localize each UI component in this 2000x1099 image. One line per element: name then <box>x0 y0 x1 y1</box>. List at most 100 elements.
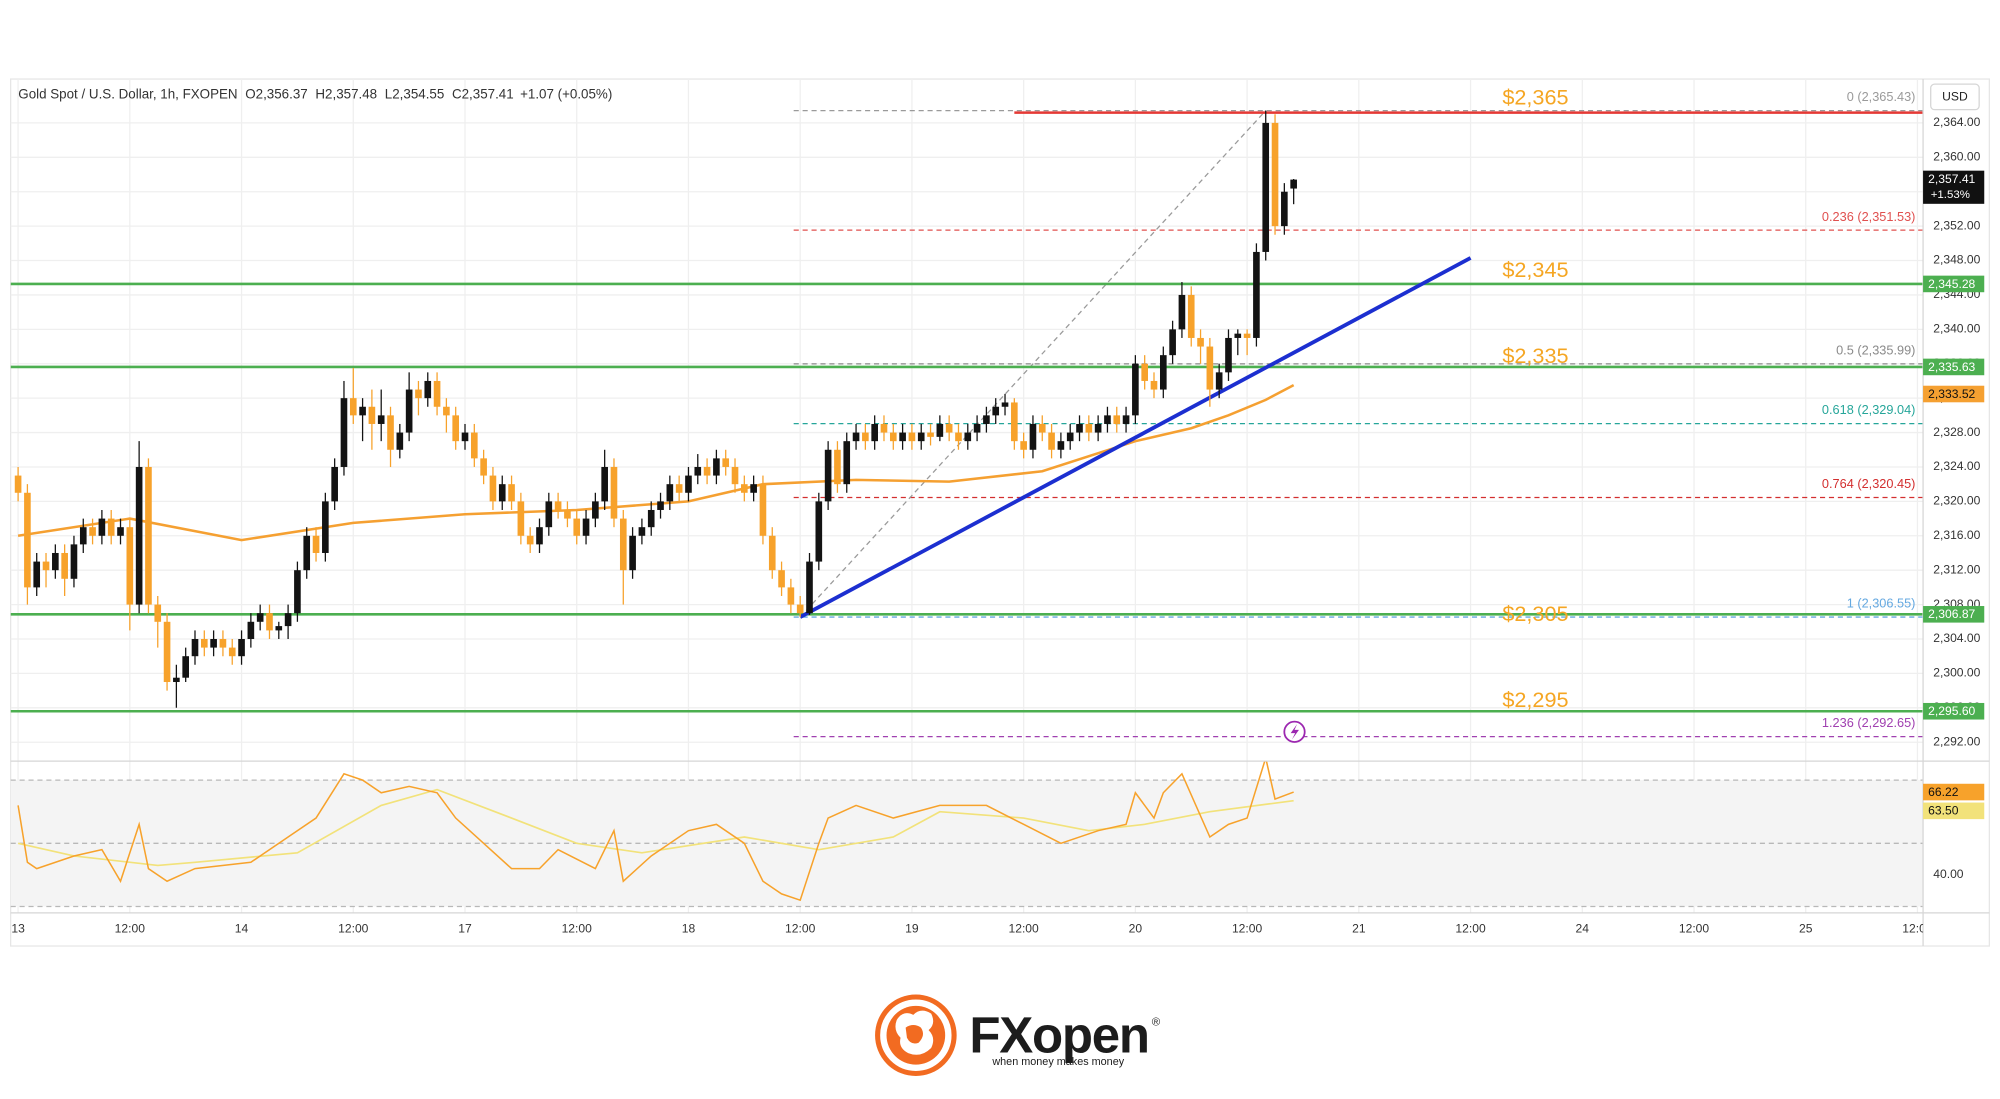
candle-body <box>266 613 273 631</box>
fib-level-label: 0.236 (2,351.53) <box>1822 209 1915 224</box>
ohlc-key: L <box>385 86 392 101</box>
y-tick-label: 2,292.00 <box>1933 734 1980 748</box>
candle-body <box>945 423 953 433</box>
y-tick-label: 2,304.00 <box>1933 631 1980 645</box>
candle-body <box>1262 122 1270 252</box>
candle-body <box>629 535 636 571</box>
ohlc-key: H <box>315 86 325 101</box>
candle-body <box>1122 415 1130 424</box>
fib-level-label: 0 (2,365.43) <box>1847 89 1916 104</box>
candle-body <box>582 518 590 536</box>
candle-body <box>1038 423 1046 433</box>
fib-level-label: 0.618 (2,329.04) <box>1822 402 1915 417</box>
candle-body <box>405 389 413 433</box>
x-tick-label: 24 <box>1576 922 1590 936</box>
candle-body <box>610 466 618 519</box>
candle-body <box>191 639 199 657</box>
candle-body <box>79 527 87 545</box>
candle-body <box>554 501 562 510</box>
candle-body <box>768 535 776 571</box>
candle-body <box>694 466 702 476</box>
candle-body <box>806 561 813 614</box>
symbol-title: Gold Spot / U.S. Dollar, 1h, FXOPEN <box>18 86 237 101</box>
ma-tag-box <box>1923 385 1985 403</box>
candle-body <box>1159 355 1167 390</box>
candle-body <box>601 466 608 502</box>
x-tick-label: 12:00 <box>1008 922 1039 936</box>
candle-body <box>750 484 757 493</box>
candle-body <box>917 432 925 442</box>
candle-body <box>713 458 720 476</box>
candle-body <box>927 432 934 437</box>
y-tick-label: 2,316.00 <box>1933 528 1980 542</box>
last-price-box <box>1923 170 1985 204</box>
candle-body <box>387 415 394 450</box>
last-price-change: +1.53% <box>1931 189 1970 201</box>
candle-body <box>899 432 906 442</box>
candle-body <box>471 432 478 459</box>
x-tick-label: 25 <box>1799 922 1813 936</box>
x-tick-label: 12:00 <box>115 922 146 936</box>
candle-body <box>1197 337 1204 347</box>
ohlc-value: 2,356.37 <box>256 86 308 101</box>
candle-body <box>862 432 869 442</box>
candle-body <box>210 639 217 648</box>
candle-body <box>852 432 860 442</box>
event-icon[interactable] <box>1283 720 1306 743</box>
candle-body <box>415 389 422 399</box>
y-tick-label: 2,352.00 <box>1933 218 1980 232</box>
time-axis: 13 12:00 14 12:00 17 12:00 18 12:00 19 12:00 20 12:… <box>11 922 1933 936</box>
candle-body <box>1076 423 1083 433</box>
candle-body <box>1290 179 1297 189</box>
candle-body <box>843 441 851 485</box>
candle-body <box>722 458 730 467</box>
fib-level-label: 1.236 (2,292.65) <box>1822 715 1915 730</box>
candle-body <box>1001 402 1009 407</box>
candle-body <box>163 621 171 683</box>
moving-average <box>17 383 1295 542</box>
y-tick-label: 2,364.00 <box>1933 115 1980 129</box>
fib-level-label: 0.5 (2,335.99) <box>1836 342 1915 357</box>
candle-body <box>1150 380 1158 390</box>
rsi-tick-label: 40.00 <box>1933 867 1964 881</box>
candle-body <box>228 647 236 657</box>
x-tick-label: 12:00 <box>1232 922 1263 936</box>
y-tick-label: 2,320.00 <box>1933 494 1980 508</box>
candle-body <box>1243 333 1251 338</box>
candle-body <box>256 613 264 622</box>
candle-body <box>647 509 655 528</box>
price-pane: 0 (2,365.43) 0.236 (2,351.53) 0.5 (2,335.9… <box>10 85 1924 738</box>
candle-body <box>834 449 841 485</box>
candle-body <box>1048 432 1055 450</box>
candle-body <box>517 501 525 536</box>
candle-body <box>741 484 748 493</box>
x-tick-label: 13 <box>11 922 25 936</box>
candle-body <box>433 380 441 407</box>
candle-body <box>508 484 515 502</box>
x-tick-label: 12:00 <box>1902 922 1933 936</box>
candle-body <box>666 484 674 502</box>
candle-body <box>1215 372 1223 390</box>
level-tag-label: 2,335.63 <box>1928 360 1975 374</box>
candle-body <box>1132 363 1139 416</box>
candle-body <box>107 518 115 536</box>
trendline <box>799 256 1472 619</box>
ohlc-key: O <box>245 86 255 101</box>
candle-body <box>396 432 404 450</box>
currency-box[interactable] <box>1930 83 1980 111</box>
currency-label: USD <box>1942 90 1968 104</box>
candle-body <box>889 432 897 442</box>
candle-body <box>638 527 646 536</box>
x-tick-label: 20 <box>1129 922 1143 936</box>
candle-body <box>1225 337 1232 373</box>
candle-body <box>536 527 543 545</box>
y-tick-label: 2,360.00 <box>1933 150 1980 164</box>
candle-body <box>1029 423 1037 450</box>
candle-body <box>89 527 96 536</box>
candle-body <box>1094 423 1102 433</box>
candle-body <box>1187 294 1195 338</box>
candle-body <box>126 527 134 605</box>
ohlc-value: 2,357.48 <box>325 86 377 101</box>
candle-body <box>173 677 180 683</box>
